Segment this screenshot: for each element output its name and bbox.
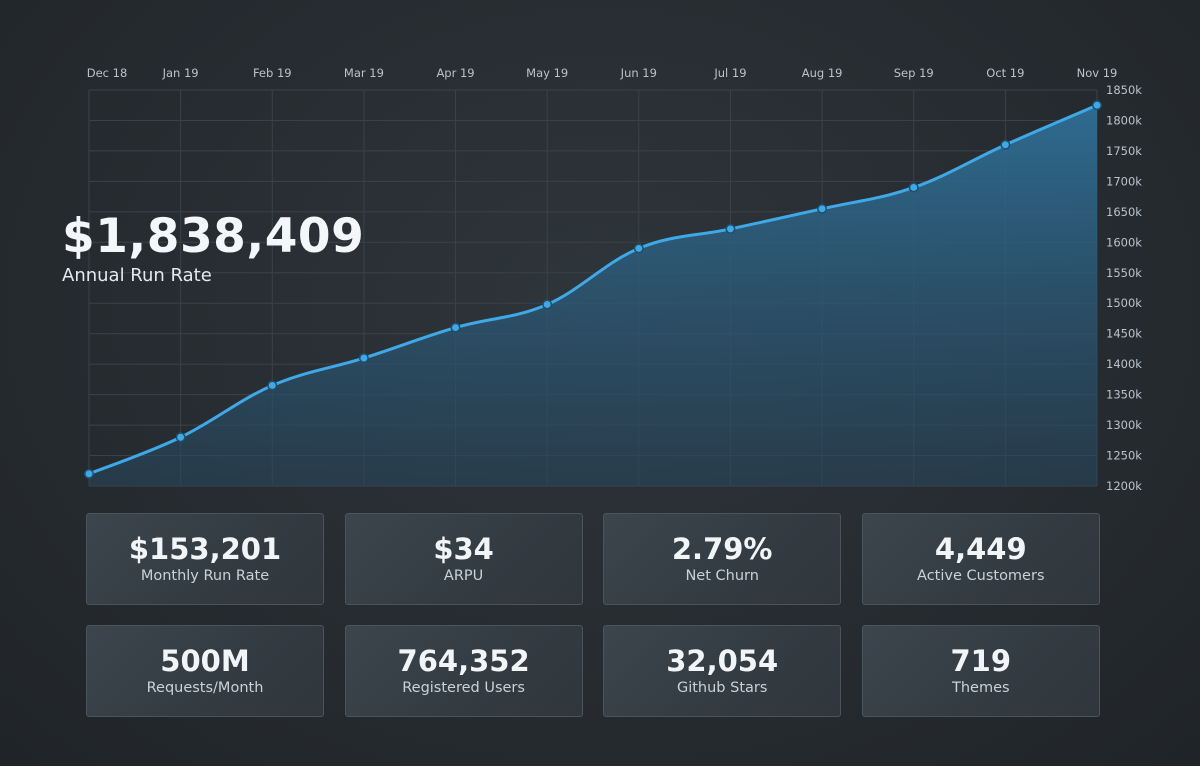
- y-tick-label: 1650k: [1106, 205, 1142, 219]
- x-tick-label: Jun 19: [620, 66, 657, 80]
- data-point[interactable]: [908, 182, 919, 193]
- stat-label: ARPU: [443, 568, 484, 585]
- stat-card-net-churn: 2.79% Net Churn: [603, 513, 842, 605]
- stat-card-github-stars: 32,054 Github Stars: [603, 625, 842, 717]
- x-tick-label: Feb 19: [253, 66, 292, 80]
- data-point[interactable]: [817, 203, 828, 214]
- x-tick-label: Nov 19: [1077, 66, 1118, 80]
- stat-value: $153,201: [128, 531, 282, 566]
- y-tick-label: 1450k: [1106, 327, 1142, 341]
- y-tick-label: 1800k: [1106, 113, 1142, 127]
- data-point[interactable]: [175, 432, 186, 443]
- stat-card-requests-month: 500M Requests/Month: [86, 625, 324, 717]
- y-tick-label: 1400k: [1106, 357, 1142, 371]
- stat-value: 32,054: [666, 643, 779, 678]
- stats-grid: $153,201 Monthly Run Rate $34 ARPU 2.79%…: [86, 513, 1100, 717]
- stat-value: 500M: [160, 643, 250, 678]
- series-line: [87, 103, 1099, 476]
- stat-value: 2.79%: [671, 531, 773, 566]
- stat-label: Net Churn: [685, 568, 759, 585]
- x-tick-label: Dec 18: [87, 66, 128, 80]
- y-tick-label: 1250k: [1106, 449, 1142, 463]
- y-tick-label: 1550k: [1106, 266, 1142, 280]
- stat-value: 719: [950, 643, 1012, 678]
- y-tick-label: 1700k: [1106, 174, 1142, 188]
- data-point[interactable]: [450, 322, 461, 333]
- y-axis-ticks: 1200k 1250k 1300k 1350k 1400k 1450k 1500k 1550k…: [1106, 83, 1142, 493]
- chart-points: [84, 100, 1102, 479]
- stat-card-monthly-run-rate: $153,201 Monthly Run Rate: [86, 513, 324, 605]
- y-tick-label: 1600k: [1106, 235, 1142, 249]
- x-tick-label: Sep 19: [894, 66, 934, 80]
- chart-line: [87, 103, 1099, 476]
- stat-card-registered-users: 764,352 Registered Users: [344, 625, 583, 717]
- x-tick-label: Apr 19: [436, 66, 474, 80]
- y-tick-label: 1500k: [1106, 296, 1142, 310]
- x-tick-label: Oct 19: [986, 66, 1024, 80]
- stat-card-arpu: $34 ARPU: [344, 513, 583, 605]
- data-point[interactable]: [542, 299, 553, 310]
- x-tick-label: Aug 19: [802, 66, 843, 80]
- chart-area: [89, 105, 1097, 486]
- stat-card-themes: 719 Themes: [861, 625, 1100, 717]
- y-tick-label: 1200k: [1106, 479, 1142, 493]
- x-tick-label: May 19: [526, 66, 568, 80]
- annual-run-rate-label: Annual Run Rate: [62, 265, 212, 287]
- data-point[interactable]: [84, 468, 94, 479]
- stat-label: Requests/Month: [146, 680, 264, 697]
- run-rate-chart: Dec 18 Jan 19 Feb 19 Mar 19 Apr 19 May 19 Jun …: [84, 66, 1142, 493]
- annual-run-rate-value: $1,838,409: [62, 209, 365, 264]
- y-tick-label: 1300k: [1106, 418, 1142, 432]
- data-point[interactable]: [1092, 100, 1102, 111]
- stat-label: Github Stars: [676, 680, 768, 697]
- stat-value: 4,449: [934, 531, 1027, 566]
- y-tick-label: 1750k: [1106, 144, 1142, 158]
- x-tick-label: Mar 19: [344, 66, 384, 80]
- data-point[interactable]: [633, 243, 644, 254]
- data-point[interactable]: [358, 353, 369, 364]
- x-tick-label: Jul 19: [713, 66, 746, 80]
- y-tick-label: 1850k: [1106, 83, 1142, 97]
- y-tick-label: 1350k: [1106, 388, 1142, 402]
- stat-label: Themes: [951, 680, 1010, 697]
- stat-card-active-customers: 4,449 Active Customers: [861, 513, 1100, 605]
- x-axis-ticks: Dec 18 Jan 19 Feb 19 Mar 19 Apr 19 May 19 Jun …: [87, 66, 1118, 80]
- x-tick-label: Jan 19: [162, 66, 199, 80]
- stat-label: Monthly Run Rate: [140, 568, 270, 585]
- stat-value: 764,352: [397, 643, 530, 678]
- annual-run-rate: $1,838,409 Annual Run Rate: [62, 209, 365, 287]
- data-point[interactable]: [725, 223, 736, 234]
- stat-label: Active Customers: [917, 568, 1045, 585]
- stat-label: Registered Users: [402, 680, 525, 697]
- data-point[interactable]: [267, 380, 278, 391]
- data-point[interactable]: [1000, 139, 1011, 150]
- area-fill: [89, 105, 1097, 486]
- stat-value: $34: [433, 531, 494, 566]
